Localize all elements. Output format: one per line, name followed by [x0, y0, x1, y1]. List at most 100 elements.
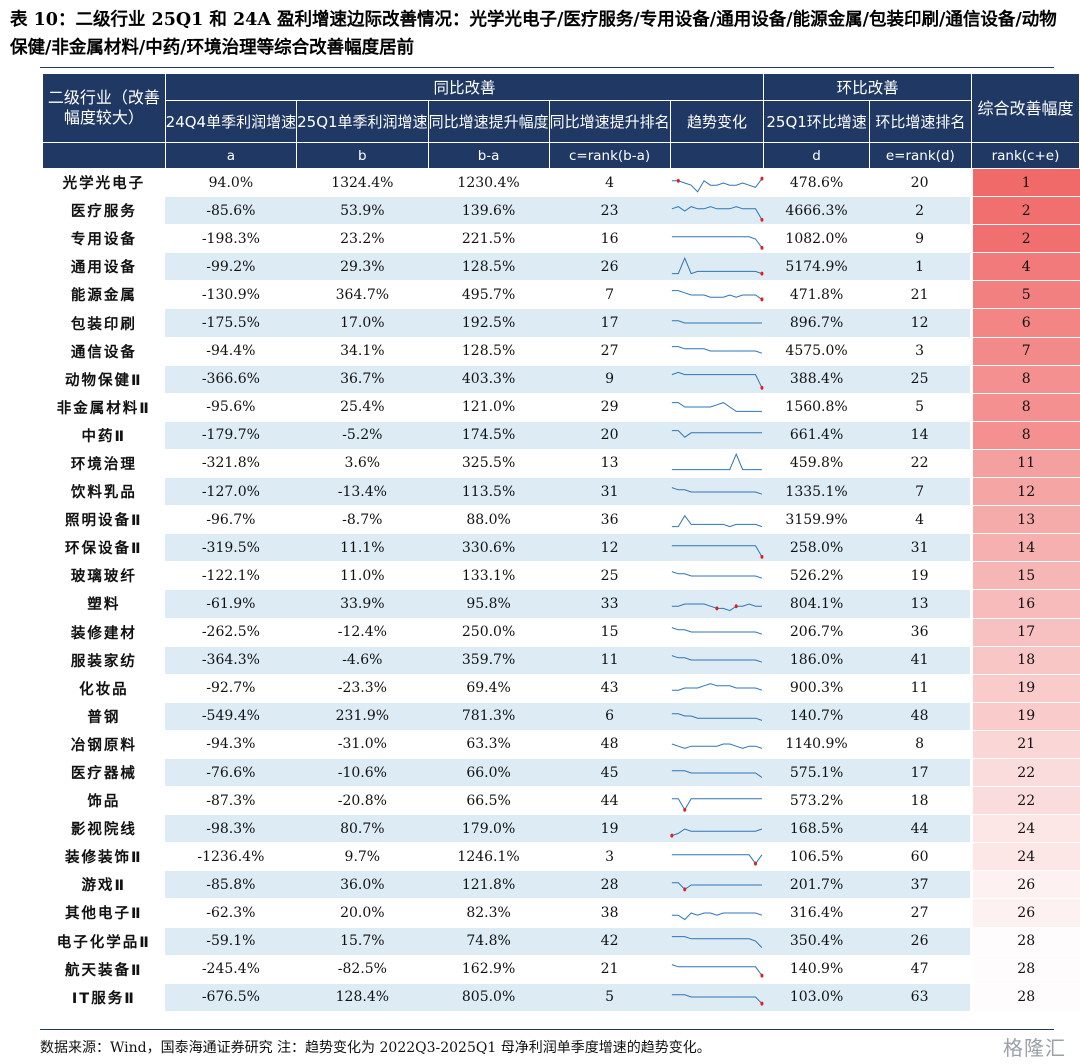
value-d: 350.4%	[763, 927, 870, 956]
value-a: -85.8%	[165, 870, 297, 900]
value-ba: 174.5%	[428, 421, 550, 450]
value-d: 3159.9%	[763, 505, 870, 535]
summary-rank: 8	[969, 393, 1080, 422]
sparkline-chart	[670, 790, 764, 812]
summary-rank: 19	[969, 674, 1080, 703]
sparkline-marker	[715, 606, 719, 611]
table-body: 光学光电子 94.0% 1324.4% 1230.4% 4 478.6% 20 1 医疗服务 -8…	[42, 168, 1080, 1012]
table-row: 其他电子Ⅱ -62.3% 20.0% 82.3% 38 316.4% 27 26	[42, 898, 1080, 928]
value-a: -179.7%	[165, 421, 297, 450]
sparkline-line	[672, 515, 762, 526]
trend-sparkline	[670, 308, 764, 338]
rank-e: 19	[869, 561, 972, 591]
sparkline-line	[672, 571, 762, 578]
industry-name: 包装印刷	[42, 308, 166, 338]
rank-e: 5	[869, 393, 972, 422]
rank-c: 16	[549, 224, 671, 254]
value-d: 471.8%	[763, 280, 870, 310]
rank-c: 11	[549, 646, 671, 675]
rank-c: 13	[549, 449, 671, 479]
value-b: -12.4%	[296, 618, 429, 647]
rank-c: 12	[549, 533, 671, 563]
sparkline-line	[672, 855, 762, 864]
trend-sparkline	[670, 421, 764, 450]
value-b: -20.8%	[296, 786, 429, 816]
sparkline-marker	[683, 807, 687, 812]
summary-rank: 22	[969, 786, 1080, 816]
sparkline-chart	[670, 176, 764, 194]
sparkline-line	[672, 487, 762, 494]
summary-rank: 17	[969, 618, 1080, 647]
value-a: -85.6%	[165, 196, 297, 226]
value-ba: 250.0%	[428, 618, 550, 647]
sparkline-marker	[760, 217, 764, 222]
value-a: -62.3%	[165, 898, 297, 928]
sparkline-chart	[670, 481, 764, 503]
trend-sparkline	[670, 337, 764, 366]
table-row: 航天装备Ⅱ -245.4% -82.5% 162.9% 21 140.9% 47 28	[42, 955, 1080, 984]
value-ba: 128.5%	[428, 337, 550, 366]
value-a: -1236.4%	[165, 842, 297, 872]
trend-sparkline	[670, 898, 764, 928]
rank-e: 31	[869, 533, 972, 563]
header-col-b: 25Q1单季利润增速	[296, 100, 429, 143]
sparkline-chart	[670, 340, 764, 362]
rank-e: 48	[869, 702, 972, 731]
table-row: 能源金属 -130.9% 364.7% 495.7% 7 471.8% 21 5	[42, 280, 1080, 310]
industry-name: 冶钢原料	[42, 730, 166, 759]
value-ba: 359.7%	[428, 646, 550, 675]
subheader-e: e=rank(d)	[868, 142, 972, 169]
sparkline-chart	[670, 930, 764, 952]
value-b: 3.6%	[296, 449, 429, 479]
sparkline-chart	[670, 537, 764, 559]
industry-name: 塑料	[42, 589, 166, 619]
value-d: 316.4%	[763, 898, 870, 928]
value-ba: 330.6%	[428, 533, 550, 563]
value-ba: 139.6%	[428, 196, 550, 226]
sparkline-line	[672, 291, 762, 300]
rank-e: 13	[869, 589, 972, 619]
value-ba: 121.0%	[428, 393, 550, 422]
summary-rank: 19	[969, 702, 1080, 731]
industry-name: 中药Ⅱ	[42, 421, 166, 450]
subheader-trend-blank	[669, 142, 765, 169]
sparkline-marker	[670, 833, 674, 838]
value-ba: 66.5%	[428, 786, 550, 816]
trend-sparkline	[670, 983, 764, 1012]
footer: 数据来源：Wind，国泰海通证券研究 注：趋势变化为 2022Q3-2025Q1…	[40, 1029, 1054, 1056]
summary-rank: 26	[969, 898, 1080, 928]
trend-sparkline	[670, 196, 764, 226]
value-ba: 1230.4%	[428, 168, 550, 198]
sparkline-line	[672, 656, 762, 663]
value-b: -5.2%	[296, 421, 429, 450]
value-b: -13.4%	[296, 477, 429, 507]
trend-sparkline	[670, 674, 764, 703]
industry-name: 医疗器械	[42, 758, 166, 788]
rank-e: 4	[869, 505, 972, 535]
table-row: 装修建材 -262.5% -12.4% 250.0% 15 206.7% 36 17	[42, 618, 1080, 647]
sparkline-chart	[670, 452, 764, 474]
value-d: 4666.3%	[763, 196, 870, 226]
rank-e: 17	[869, 758, 972, 788]
trend-sparkline	[670, 730, 764, 759]
sparkline-chart	[670, 368, 764, 390]
value-a: -94.4%	[165, 337, 297, 366]
sparkline-marker	[734, 604, 738, 609]
rank-c: 19	[549, 814, 671, 844]
industry-name: 游戏Ⅱ	[42, 870, 166, 900]
rank-e: 47	[869, 955, 972, 984]
sparkline-marker	[676, 178, 680, 183]
value-ba: 69.4%	[428, 674, 550, 703]
rank-c: 4	[549, 168, 671, 198]
value-d: 5174.9%	[763, 252, 870, 282]
sparkline-line	[672, 431, 762, 438]
sparkline-marker	[760, 554, 764, 559]
industry-name: 普钢	[42, 702, 166, 731]
rank-c: 6	[549, 702, 671, 731]
sparkline-chart	[670, 733, 764, 755]
header-yoy-group: 同比改善	[164, 73, 765, 101]
value-a: -94.3%	[165, 730, 297, 759]
value-a: -676.5%	[165, 983, 297, 1012]
value-a: -95.6%	[165, 393, 297, 422]
rank-e: 2	[869, 196, 972, 226]
